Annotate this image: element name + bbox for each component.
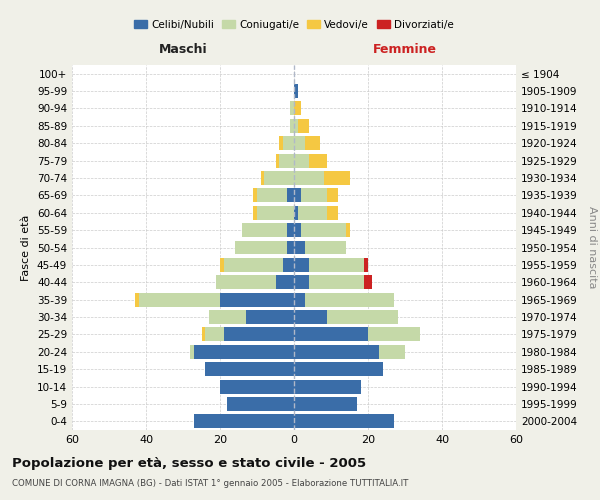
Bar xyxy=(217,276,275,289)
Bar xyxy=(202,328,205,342)
Y-axis label: Fasce di età: Fasce di età xyxy=(22,214,31,280)
Bar xyxy=(294,171,323,185)
Bar xyxy=(220,380,294,394)
Bar xyxy=(279,154,294,168)
Bar xyxy=(305,292,394,306)
Bar xyxy=(305,136,320,150)
Bar xyxy=(194,345,294,358)
Bar xyxy=(309,154,328,168)
Bar xyxy=(283,136,294,150)
Bar xyxy=(253,188,257,202)
Bar xyxy=(190,345,194,358)
Bar xyxy=(294,223,301,237)
Bar xyxy=(220,258,224,272)
Bar xyxy=(294,310,328,324)
Bar xyxy=(283,258,294,272)
Bar xyxy=(364,258,368,272)
Bar xyxy=(287,240,294,254)
Bar xyxy=(287,188,294,202)
Bar xyxy=(346,223,349,237)
Bar xyxy=(294,119,298,133)
Bar xyxy=(242,223,287,237)
Bar xyxy=(205,328,224,342)
Bar xyxy=(294,414,394,428)
Bar xyxy=(323,171,349,185)
Bar xyxy=(290,119,294,133)
Bar xyxy=(257,188,287,202)
Bar xyxy=(309,276,364,289)
Bar xyxy=(275,154,279,168)
Bar xyxy=(135,292,139,306)
Bar xyxy=(220,292,294,306)
Bar xyxy=(309,258,364,272)
Bar xyxy=(290,102,294,116)
Bar xyxy=(224,328,294,342)
Bar xyxy=(294,345,379,358)
Bar xyxy=(294,328,368,342)
Bar xyxy=(265,171,294,185)
Bar xyxy=(260,171,265,185)
Bar xyxy=(294,240,305,254)
Bar xyxy=(279,136,283,150)
Text: Femmine: Femmine xyxy=(373,44,437,57)
Bar xyxy=(294,154,309,168)
Bar xyxy=(294,102,301,116)
Bar xyxy=(139,292,220,306)
Text: Maschi: Maschi xyxy=(158,44,208,57)
Bar xyxy=(257,206,294,220)
Bar xyxy=(294,362,383,376)
Bar xyxy=(328,188,338,202)
Bar xyxy=(227,397,294,411)
Bar xyxy=(294,188,301,202)
Bar xyxy=(235,240,287,254)
Bar xyxy=(294,84,298,98)
Bar xyxy=(294,276,309,289)
Bar xyxy=(209,310,246,324)
Bar xyxy=(301,223,346,237)
Bar xyxy=(368,328,420,342)
Bar xyxy=(287,223,294,237)
Y-axis label: Anni di nascita: Anni di nascita xyxy=(587,206,597,289)
Bar xyxy=(294,206,298,220)
Text: COMUNE DI CORNA IMAGNA (BG) - Dati ISTAT 1° gennaio 2005 - Elaborazione TUTTITAL: COMUNE DI CORNA IMAGNA (BG) - Dati ISTAT… xyxy=(12,479,409,488)
Bar xyxy=(294,397,357,411)
Bar xyxy=(253,206,257,220)
Bar xyxy=(205,362,294,376)
Bar xyxy=(194,414,294,428)
Bar xyxy=(301,188,328,202)
Bar xyxy=(298,206,328,220)
Bar xyxy=(294,380,361,394)
Text: Popolazione per età, sesso e stato civile - 2005: Popolazione per età, sesso e stato civil… xyxy=(12,458,366,470)
Bar xyxy=(294,292,305,306)
Bar xyxy=(246,310,294,324)
Bar xyxy=(294,258,309,272)
Legend: Celibi/Nubili, Coniugati/e, Vedovi/e, Divorziati/e: Celibi/Nubili, Coniugati/e, Vedovi/e, Di… xyxy=(130,16,458,34)
Bar xyxy=(328,310,398,324)
Bar xyxy=(328,206,338,220)
Bar xyxy=(275,276,294,289)
Bar xyxy=(294,136,305,150)
Bar xyxy=(364,276,372,289)
Bar xyxy=(298,119,309,133)
Bar xyxy=(224,258,283,272)
Bar xyxy=(379,345,405,358)
Bar xyxy=(305,240,346,254)
